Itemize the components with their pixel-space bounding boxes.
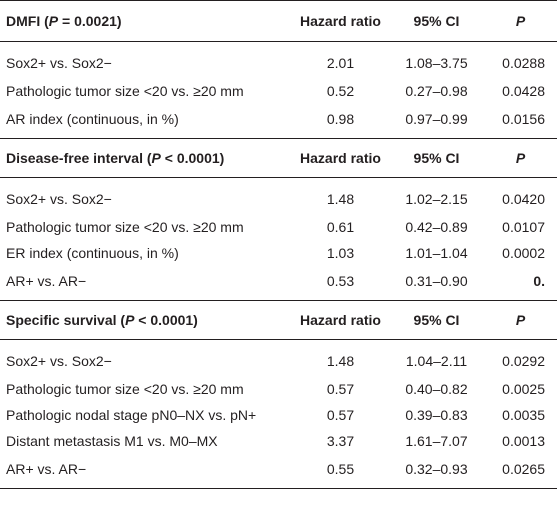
p-value: 0.0420 (502, 191, 545, 207)
section-header-disease-free-interval: Disease-free interval (P < 0.0001) Hazar… (0, 138, 557, 178)
hazard-ratio-value: 0.57 (326, 407, 355, 423)
table-row: AR+ vs. AR− 0.55 0.32–0.93 0.0265 (0, 454, 557, 489)
column-header-p: P (484, 0, 557, 42)
column-header-p: P (484, 300, 557, 340)
p-value: 0.0428 (502, 83, 545, 99)
ci-value: 0.32–0.93 (389, 454, 484, 489)
table-row: Pathologic tumor size <20 vs. ≥20 mm 0.5… (0, 376, 557, 402)
row-label: Distant metastasis M1 vs. M0–MX (6, 433, 218, 449)
p-value: 0.0035 (502, 407, 545, 423)
p-value: 0.0107 (502, 219, 545, 235)
ci-value: 1.04–2.11 (405, 353, 468, 369)
ci-value: 0.31–0.90 (405, 273, 468, 289)
section-title: Disease-free interval (P < 0.0001) (0, 138, 292, 178)
column-header-hazard-ratio: Hazard ratio (292, 0, 389, 42)
table-row: Sox2+ vs. Sox2− 2.01 1.08–3.75 0.0288 (0, 42, 557, 79)
row-label: Pathologic nodal stage pN0–NX vs. pN+ (6, 407, 257, 423)
p-value: 0. (533, 273, 545, 289)
section-title: DMFI (P = 0.0021) (0, 0, 292, 42)
section-title: Specific survival (P < 0.0001) (0, 300, 292, 340)
column-header-ci: 95% CI (389, 0, 484, 42)
hazard-ratio-value: 3.37 (326, 433, 355, 449)
row-label: Pathologic tumor size <20 vs. ≥20 mm (6, 219, 244, 235)
p-value: 0.0002 (502, 245, 545, 261)
section-header-dmfi: DMFI (P = 0.0021) Hazard ratio 95% CI P (0, 0, 557, 42)
hazard-ratio-value: 0.57 (326, 381, 355, 397)
p-value: 0.0292 (502, 353, 545, 369)
hazard-ratio-value: 0.52 (326, 83, 355, 99)
column-header-hazard-ratio: Hazard ratio (292, 138, 389, 178)
hazard-ratio-value: 0.61 (326, 219, 355, 235)
table-row: Sox2+ vs. Sox2− 1.48 1.02–2.15 0.0420 (0, 178, 557, 215)
table-row: Sox2+ vs. Sox2− 1.48 1.04–2.11 0.0292 (0, 340, 557, 377)
ci-value: 0.42–0.89 (405, 219, 468, 235)
hazard-ratio-value: 1.48 (326, 353, 355, 369)
hazard-ratio-value: 1.03 (326, 245, 355, 261)
row-label: Pathologic tumor size <20 vs. ≥20 mm (6, 83, 244, 99)
table-row: Pathologic nodal stage pN0–NX vs. pN+ 0.… (0, 402, 557, 428)
row-label: ER index (continuous, in %) (6, 245, 179, 261)
p-value: 0.0025 (502, 381, 545, 397)
ci-value: 0.97–0.99 (405, 111, 468, 127)
section-header-specific-survival: Specific survival (P < 0.0001) Hazard ra… (0, 300, 557, 340)
column-header-hazard-ratio: Hazard ratio (292, 300, 389, 340)
p-value: 0.0265 (484, 454, 557, 489)
p-value: 0.0013 (502, 433, 545, 449)
table-row: Distant metastasis M1 vs. M0–MX 3.37 1.6… (0, 428, 557, 454)
ci-value: 1.08–3.75 (405, 55, 468, 71)
table-row: Pathologic tumor size <20 vs. ≥20 mm 0.6… (0, 214, 557, 240)
row-label: Sox2+ vs. Sox2− (6, 191, 112, 207)
column-header-ci: 95% CI (389, 300, 484, 340)
table-row: Pathologic tumor size <20 vs. ≥20 mm 0.5… (0, 78, 557, 104)
hazard-ratio-table: DMFI (P = 0.0021) Hazard ratio 95% CI P … (0, 0, 557, 489)
row-label: Sox2+ vs. Sox2− (6, 55, 112, 71)
ci-value: 0.39–0.83 (405, 407, 468, 423)
hazard-ratio-value: 1.48 (326, 191, 355, 207)
row-label: AR+ vs. AR− (0, 454, 292, 489)
hazard-ratio-value: 0.55 (292, 454, 389, 489)
p-value: 0.0288 (502, 55, 545, 71)
row-label: Sox2+ vs. Sox2− (6, 353, 112, 369)
table-row: ER index (continuous, in %) 1.03 1.01–1.… (0, 240, 557, 266)
table-row: AR+ vs. AR− 0.53 0.31–0.90 0. (0, 266, 557, 301)
ci-value: 1.61–7.07 (405, 433, 468, 449)
hazard-ratio-value: 0.98 (326, 111, 355, 127)
hazard-ratio-value: 2.01 (326, 55, 355, 71)
row-label: AR+ vs. AR− (6, 273, 87, 289)
ci-value: 1.02–2.15 (405, 191, 468, 207)
row-label: AR index (continuous, in %) (6, 111, 179, 127)
column-header-p: P (484, 138, 557, 178)
ci-value: 0.40–0.82 (405, 381, 468, 397)
row-label: Pathologic tumor size <20 vs. ≥20 mm (6, 381, 244, 397)
hazard-ratio-value: 0.53 (326, 273, 355, 289)
column-header-ci: 95% CI (389, 138, 484, 178)
ci-value: 0.27–0.98 (405, 83, 468, 99)
ci-value: 1.01–1.04 (405, 245, 468, 261)
table-row: AR index (continuous, in %) 0.98 0.97–0.… (0, 104, 557, 139)
p-value: 0.0156 (502, 111, 545, 127)
